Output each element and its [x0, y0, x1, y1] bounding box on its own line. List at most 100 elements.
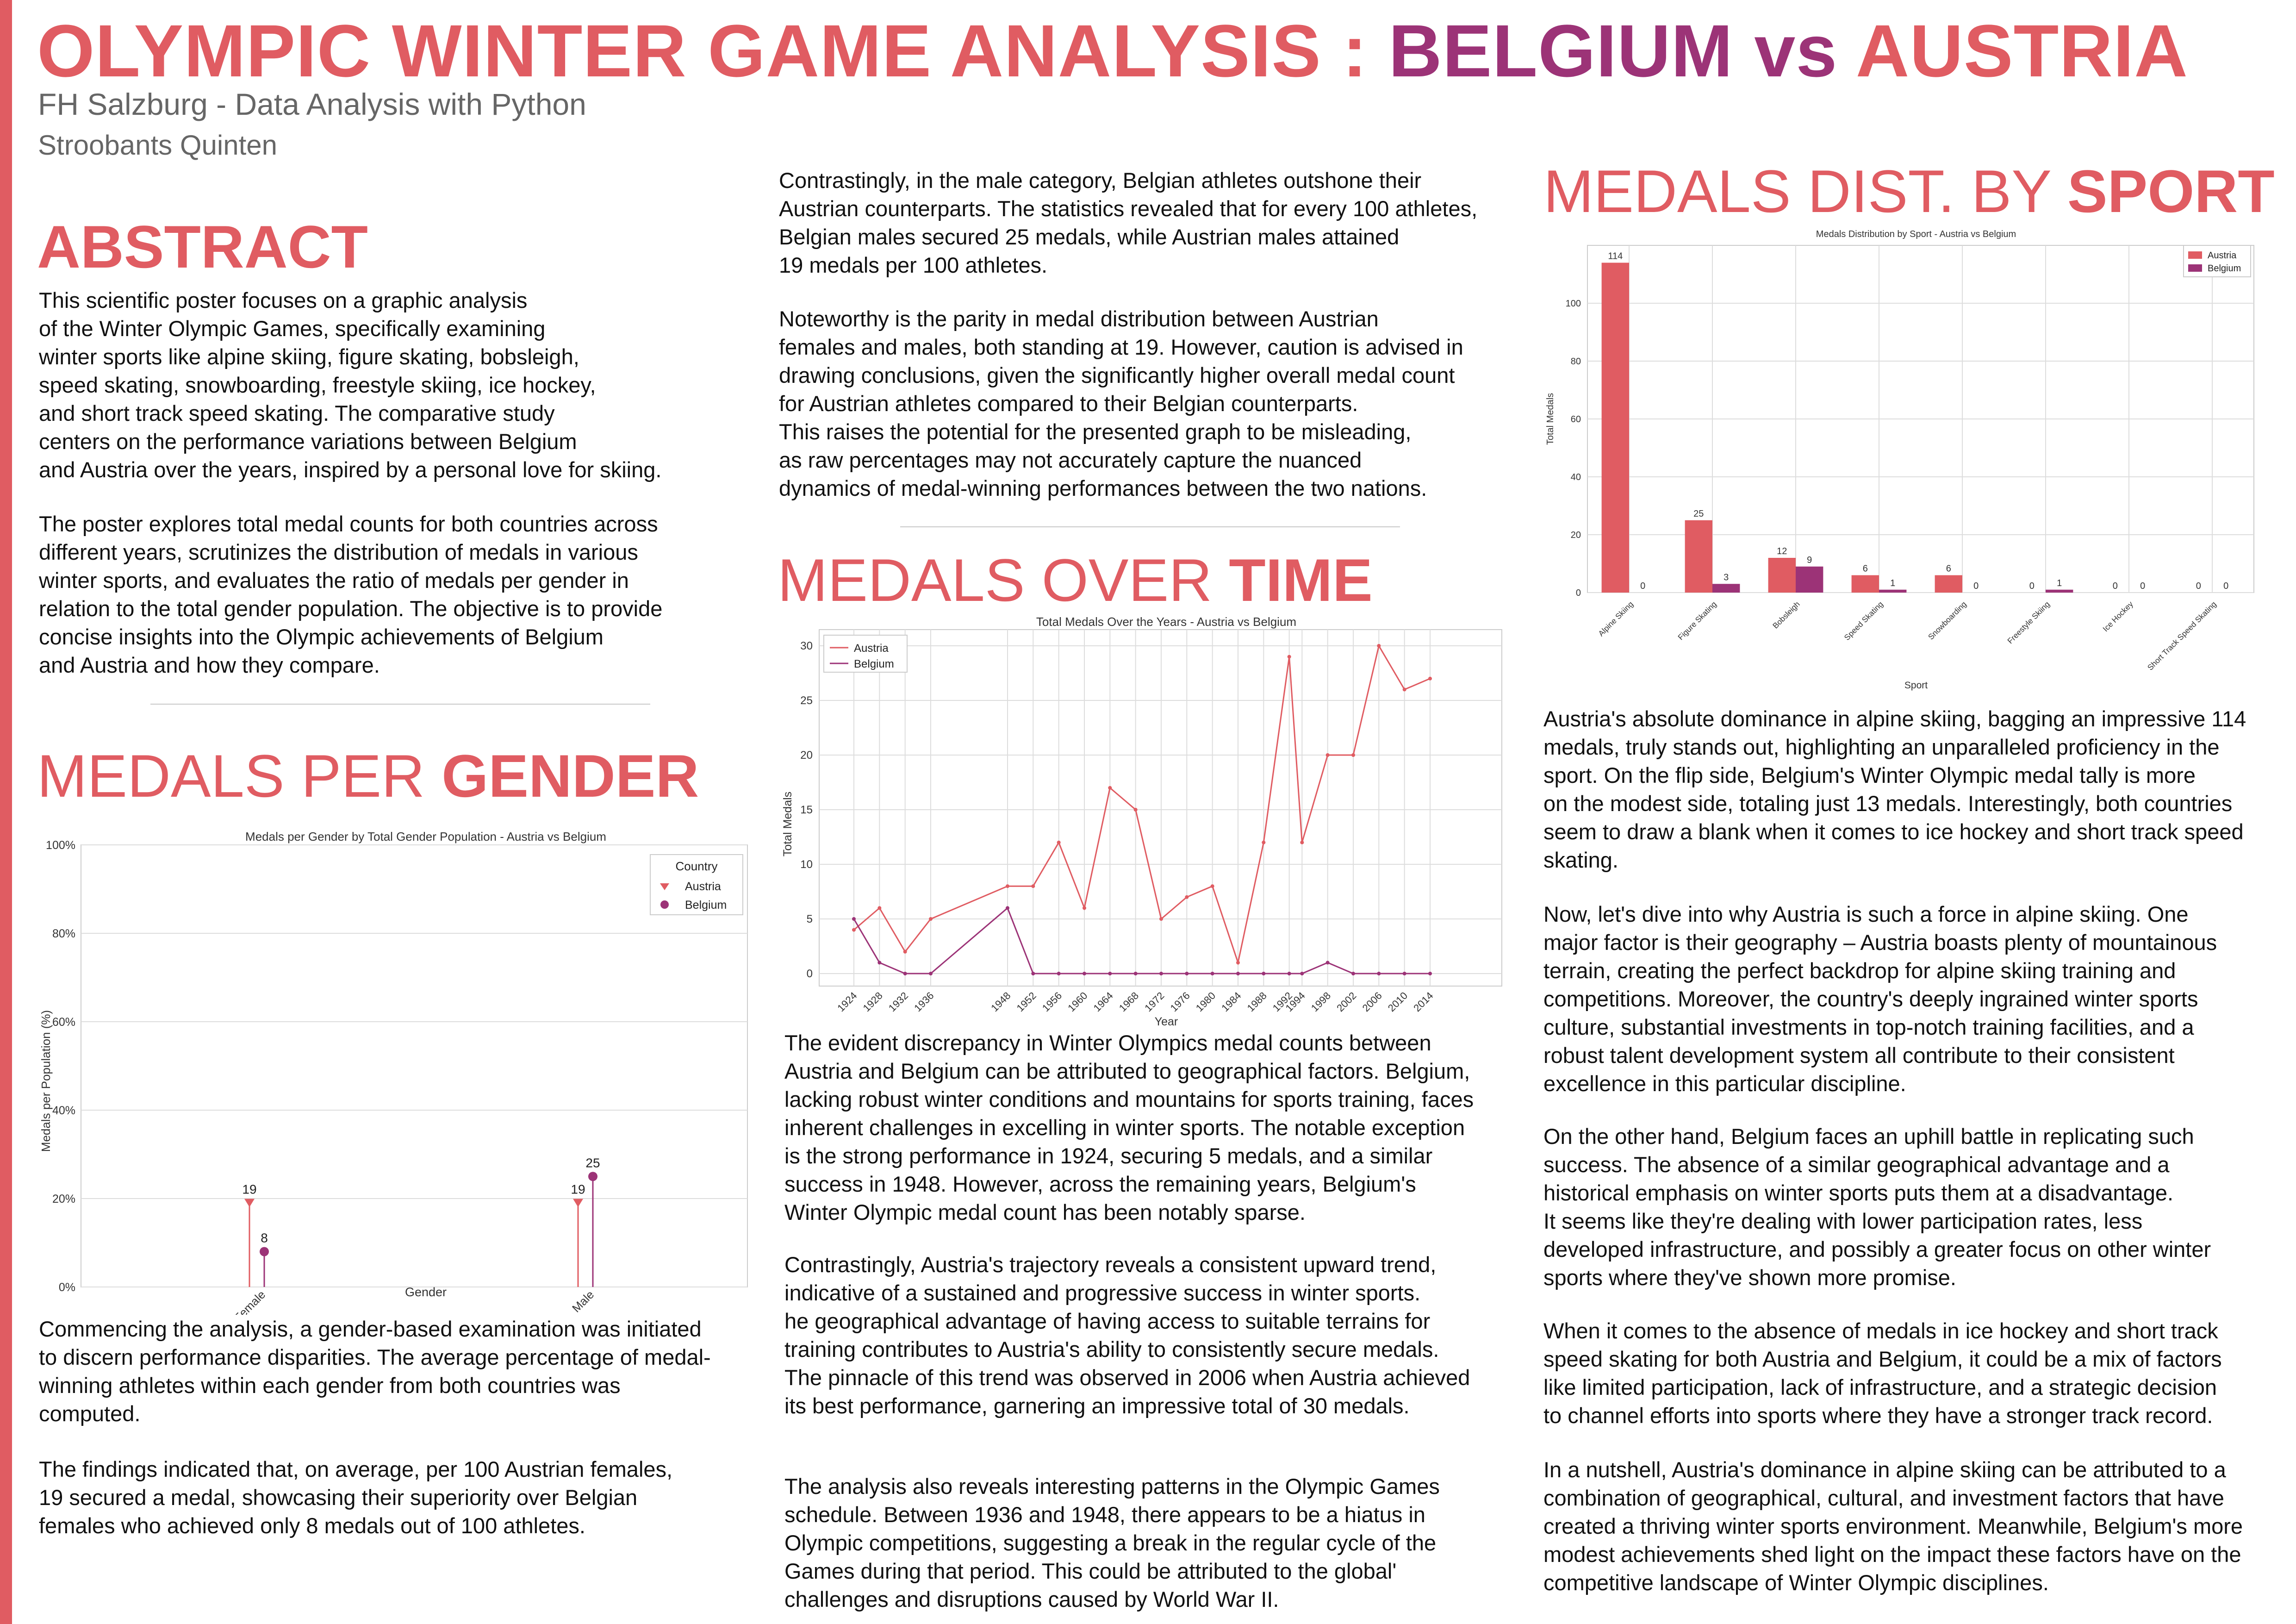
sport-data-label: 1 — [2057, 578, 2062, 588]
time-point-austria — [1300, 840, 1304, 844]
gender-ytick-label: 0% — [59, 1281, 75, 1294]
abstract-paragraph-2: The poster explores total medal counts f… — [39, 512, 663, 677]
time-point-austria — [1287, 655, 1291, 659]
sport-bar-austria — [1851, 575, 1879, 593]
divider-middle — [900, 526, 1400, 527]
gender-paragraph-1: Commencing the analysis, a gender-based … — [39, 1317, 711, 1426]
time-legend-austria: Austria — [854, 642, 889, 655]
sport-xtick-label: Alpine Skiing — [1597, 600, 1635, 638]
time-point-belgium — [1210, 972, 1214, 975]
gender-plot-frame — [81, 844, 748, 1287]
gender-data-label: 19 — [242, 1182, 256, 1197]
middle-paragraph-1: Contrastingly, in the male category, Bel… — [779, 168, 1478, 277]
time-point-belgium — [1402, 972, 1406, 975]
sport-bar-austria — [1685, 520, 1712, 593]
time-line-austria — [853, 644, 1431, 966]
sport-chart-xlabel: Sport — [1904, 680, 1928, 691]
gender-xtick-label: Male — [570, 1288, 597, 1315]
time-chart-xlabel: Year — [1155, 1015, 1178, 1028]
time-chart: Total Medals Over the Years - Austria vs… — [781, 615, 1502, 1028]
time-ytick-label: 25 — [800, 694, 813, 707]
time-xtick-label: 1998 — [1309, 990, 1333, 1014]
time-point-belgium — [1159, 972, 1163, 975]
time-xtick-label: 1952 — [1014, 990, 1039, 1014]
abstract-paragraph-1: This scientific poster focuses on a grap… — [39, 288, 662, 482]
time-xtick-label: 1984 — [1219, 990, 1243, 1014]
time-point-belgium — [1133, 972, 1138, 975]
gender-ytick-label: 80% — [52, 927, 75, 940]
time-point-belgium — [1325, 961, 1330, 965]
time-xtick-label: 2010 — [1386, 990, 1410, 1014]
time-point-belgium — [929, 972, 933, 975]
sport-heading-regular: MEDALS DIST. BY — [1543, 157, 2067, 225]
sport-xtick-label: Speed Skating — [1842, 600, 1885, 642]
sport-data-label: 0 — [2029, 581, 2035, 591]
title-belgium: BELGIUM — [1388, 9, 1733, 92]
sport-ytick-label: 20 — [1571, 530, 1581, 540]
legend-belgium-marker — [660, 900, 669, 909]
time-point-austria — [852, 928, 856, 932]
accent-sidebar — [0, 0, 12, 1624]
sport-ytick-label: 80 — [1571, 356, 1581, 367]
time-xtick-label: 1968 — [1117, 990, 1141, 1014]
poster-title: OLYMPIC WINTER GAME ANALYSIS : BELGIUM v… — [37, 8, 2188, 94]
sport-ytick-label: 0 — [1576, 588, 1581, 598]
time-chart-ylabel: Total Medals — [781, 792, 794, 856]
sport-xtick-label: Ice Hockey — [2101, 600, 2135, 633]
time-point-belgium — [1236, 972, 1240, 975]
gender-legend-title: Country — [675, 859, 717, 873]
time-point-belgium — [1287, 972, 1291, 975]
sport-data-label: 0 — [2223, 581, 2228, 591]
title-austria: AUSTRIA — [1855, 9, 2188, 92]
gender-chart: Medals per Gender by Total Gender Popula… — [39, 830, 748, 1315]
gender-legend-belgium: Belgium — [685, 899, 727, 912]
sport-xtick-label: Bobsleigh — [1771, 600, 1802, 630]
sport-data-label: 1 — [1890, 578, 1895, 588]
time-point-belgium — [1006, 906, 1009, 910]
sport-ytick-label: 40 — [1571, 472, 1581, 482]
time-xtick-label: 1964 — [1091, 990, 1115, 1014]
sport-paragraph-1: Austria's absolute dominance in alpine s… — [1543, 706, 2246, 872]
sport-bar-belgium — [1879, 589, 1907, 593]
legend-austria-swatch — [2188, 251, 2202, 259]
gender-marker-belgium — [260, 1247, 269, 1256]
time-heading: MEDALS OVER TIME — [778, 544, 1373, 616]
time-heading-bold: TIME — [1229, 546, 1373, 614]
time-point-belgium — [1031, 972, 1035, 975]
time-chart-title: Total Medals Over the Years - Austria vs… — [1036, 615, 1296, 629]
time-xtick-label: 1948 — [989, 990, 1013, 1014]
time-plot-frame — [819, 629, 1502, 987]
time-point-belgium — [1262, 972, 1266, 975]
time-ytick-label: 0 — [807, 968, 813, 980]
sport-chart-ylabel: Total Medals — [1545, 393, 1556, 445]
sport-bar-austria — [1601, 262, 1629, 593]
time-point-belgium — [1377, 972, 1381, 975]
sport-data-label: 25 — [1693, 509, 1704, 519]
time-point-austria — [1210, 884, 1214, 888]
time-xtick-label: 1988 — [1245, 990, 1269, 1014]
time-point-austria — [1377, 644, 1381, 648]
time-heading-regular: MEDALS OVER — [778, 546, 1229, 614]
gender-paragraph-2: The findings indicated that, on average,… — [39, 1457, 673, 1538]
gender-chart-title: Medals per Gender by Total Gender Popula… — [245, 830, 606, 843]
time-xtick-label: 1932 — [886, 990, 910, 1014]
gender-data-label: 19 — [571, 1182, 585, 1197]
time-xtick-label: 2014 — [1411, 990, 1435, 1014]
abstract-heading: ABSTRACT — [37, 213, 368, 281]
time-point-belgium — [1351, 972, 1355, 975]
time-point-belgium — [877, 961, 882, 965]
sport-ytick-label: 100 — [1566, 299, 1581, 309]
sport-data-label: 3 — [1724, 572, 1729, 582]
sport-xtick-label: Freestyle Skiing — [2006, 600, 2052, 645]
sport-xtick-label: Snowboarding — [1927, 600, 1968, 641]
title-part1: OLYMPIC WINTER GAME ANALYSIS : — [37, 9, 1389, 92]
time-point-austria — [1325, 753, 1330, 757]
divider-left — [150, 704, 650, 705]
gender-chart-legend: Country Austria Belgium — [650, 854, 743, 915]
gender-xtick-label: Female — [231, 1288, 268, 1315]
time-point-austria — [1006, 884, 1009, 888]
sport-chart-legend: Austria Belgium — [2183, 245, 2251, 277]
middle-paragraph-3: The evident discrepancy in Winter Olympi… — [784, 1031, 1474, 1224]
sport-data-label: 0 — [1973, 581, 1979, 591]
legend-austria-marker — [660, 883, 669, 890]
